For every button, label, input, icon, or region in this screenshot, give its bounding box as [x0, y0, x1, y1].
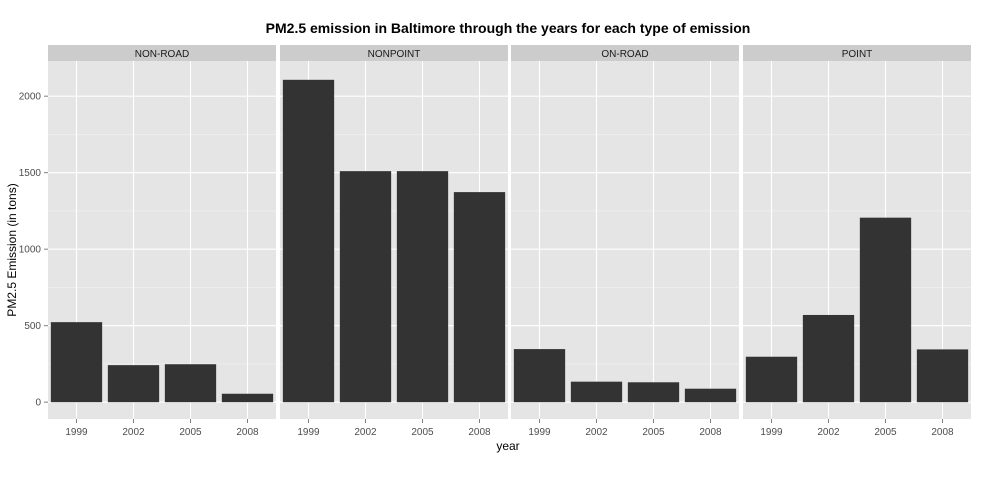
facet-strip-label: NONPOINT [368, 49, 421, 60]
bar [107, 365, 160, 403]
y-tick-label: 2000 [19, 92, 42, 103]
bar [916, 349, 969, 403]
chart-title: PM2.5 emission in Baltimore through the … [266, 20, 751, 36]
facet-panel: NON-ROAD 1999 2002 2005 2008 [48, 45, 276, 438]
bar [745, 356, 798, 403]
y-tick-label: 0 [35, 398, 41, 409]
facet-strip [743, 45, 971, 61]
x-axis-title: year [496, 439, 519, 453]
x-tick-label: 2005 [411, 427, 434, 438]
bar [50, 322, 103, 403]
bar [859, 217, 912, 403]
x-tick-label: 2008 [236, 427, 259, 438]
bar [453, 192, 506, 403]
bar [164, 364, 217, 403]
facet-strip [511, 45, 739, 61]
facet-strip-label: POINT [842, 49, 873, 60]
bar [339, 171, 392, 403]
facet-panel: ON-ROAD 1999 2002 2005 2008 [511, 45, 739, 438]
bar [684, 388, 737, 403]
facet-strip-label: NON-ROAD [135, 49, 189, 60]
x-tick-label: 1999 [528, 427, 551, 438]
bar [570, 381, 623, 403]
x-tick-label: 2002 [122, 427, 145, 438]
facet-panels: NON-ROAD 1999 2002 2005 2008 NONPOINT 1999 2002… [48, 45, 971, 438]
y-axis-title: PM2.5 Emission (in tons) [5, 183, 19, 316]
x-tick-label: 2008 [468, 427, 491, 438]
bar [513, 349, 566, 403]
y-axis: 0 500 1000 1500 2000 [19, 92, 48, 409]
facet-strip [280, 45, 508, 61]
x-tick-label: 1999 [297, 427, 320, 438]
facet-panel: NONPOINT 1999 2002 2005 2008 [280, 45, 508, 438]
bar [627, 382, 680, 403]
x-tick-label: 2005 [874, 427, 897, 438]
facet-strip-label: ON-ROAD [601, 49, 648, 60]
bar [396, 171, 449, 403]
x-tick-label: 2008 [931, 427, 954, 438]
x-tick-label: 1999 [760, 427, 783, 438]
facet-strip [48, 45, 276, 61]
x-tick-label: 2002 [354, 427, 377, 438]
x-tick-label: 2005 [179, 427, 202, 438]
x-tick-label: 2005 [642, 427, 665, 438]
y-tick-label: 1000 [19, 245, 42, 256]
bar [282, 79, 335, 403]
y-tick-label: 500 [24, 321, 41, 332]
y-tick-label: 1500 [19, 168, 42, 179]
bar [802, 314, 855, 403]
bar [221, 393, 274, 403]
facet-panel: POINT 1999 2002 2005 2008 [743, 45, 971, 438]
x-tick-label: 1999 [65, 427, 88, 438]
x-tick-label: 2002 [585, 427, 608, 438]
x-tick-label: 2008 [699, 427, 722, 438]
x-tick-label: 2002 [817, 427, 840, 438]
